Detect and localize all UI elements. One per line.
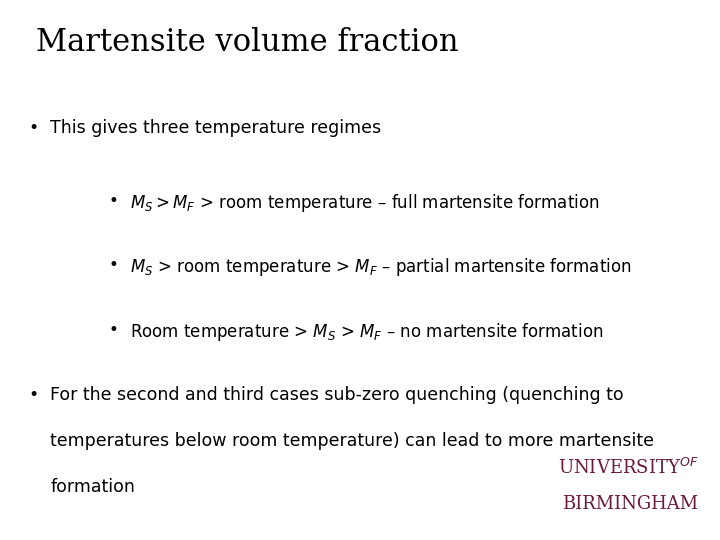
Text: For the second and third cases sub-zero quenching (quenching to: For the second and third cases sub-zero …: [50, 386, 624, 404]
Text: •: •: [108, 256, 118, 274]
Text: •: •: [29, 386, 39, 404]
Text: $M_S > M_F$ > room temperature – full martensite formation: $M_S > M_F$ > room temperature – full ma…: [130, 192, 599, 214]
Text: •: •: [29, 119, 39, 137]
Text: •: •: [108, 321, 118, 339]
Text: UNIVERSITY$^{OF}$: UNIVERSITY$^{OF}$: [558, 458, 698, 478]
Text: formation: formation: [50, 478, 135, 496]
Text: This gives three temperature regimes: This gives three temperature regimes: [50, 119, 382, 137]
Text: temperatures below room temperature) can lead to more martensite: temperatures below room temperature) can…: [50, 432, 654, 450]
Text: Room temperature > $M_S$ > $M_F$ – no martensite formation: Room temperature > $M_S$ > $M_F$ – no ma…: [130, 321, 603, 343]
Text: $M_S$ > room temperature > $M_F$ – partial martensite formation: $M_S$ > room temperature > $M_F$ – parti…: [130, 256, 631, 279]
Text: Martensite volume fraction: Martensite volume fraction: [36, 27, 459, 58]
Text: •: •: [108, 192, 118, 210]
Text: BIRMINGHAM: BIRMINGHAM: [562, 495, 698, 513]
